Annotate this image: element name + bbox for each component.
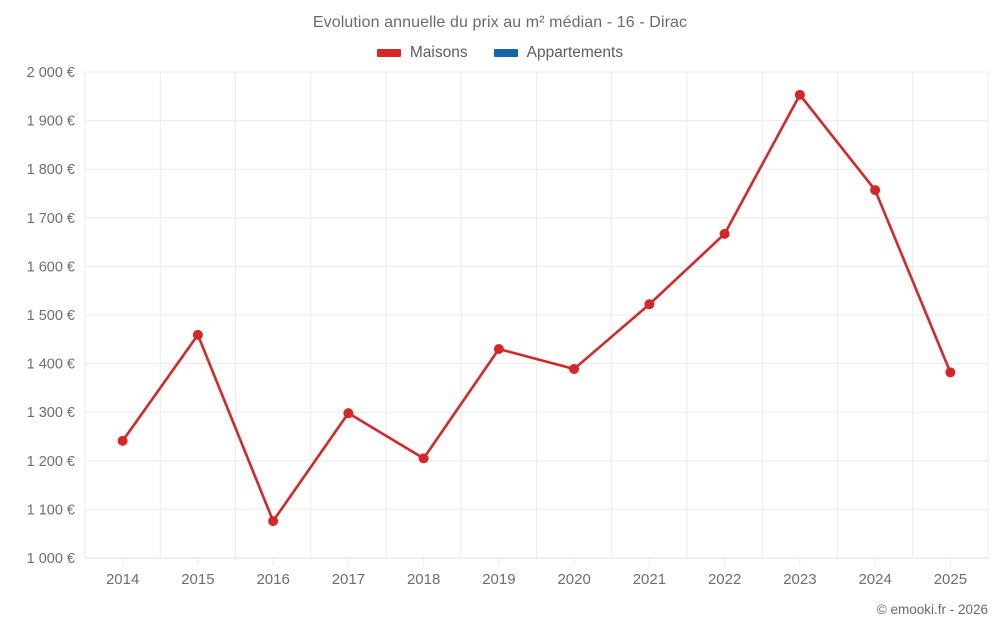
- y-axis-tick-label: 1 300 €: [27, 405, 75, 421]
- data-point[interactable]: [192, 329, 203, 340]
- data-point[interactable]: [644, 299, 655, 310]
- data-point[interactable]: [794, 89, 805, 100]
- data-point[interactable]: [268, 516, 279, 527]
- chart-legend: Maisons Appartements: [0, 44, 1000, 62]
- legend-label-appartements: Appartements: [526, 44, 624, 61]
- legend-label-maisons: Maisons: [409, 44, 468, 61]
- y-axis-tick-label: 1 000 €: [27, 551, 75, 567]
- data-point[interactable]: [870, 185, 881, 196]
- data-point[interactable]: [117, 435, 128, 446]
- x-axis-tick-label: 2022: [708, 571, 741, 588]
- y-axis-tick-label: 1 200 €: [27, 454, 75, 470]
- x-axis-tick-label: 2020: [557, 571, 590, 588]
- x-axis-tick-label: 2018: [407, 571, 440, 588]
- x-axis-tick-label: 2025: [934, 571, 967, 588]
- data-point[interactable]: [569, 363, 580, 374]
- x-axis-tick-label: 2019: [482, 571, 515, 588]
- legend-item-appartements[interactable]: Appartements: [493, 44, 624, 62]
- y-axis-tick-label: 1 100 €: [27, 502, 75, 518]
- series-line-maisons: [121, 93, 952, 523]
- legend-swatch-appartements: [493, 49, 518, 57]
- y-axis-tick-label: 1 600 €: [27, 259, 75, 275]
- x-axis-tick-label: 2024: [858, 571, 891, 588]
- data-point[interactable]: [343, 408, 354, 419]
- x-axis-tick-label: 2015: [181, 571, 214, 588]
- chart-title: Evolution annuelle du prix au m² médian …: [312, 14, 688, 31]
- data-point[interactable]: [945, 367, 956, 378]
- y-axis-tick-label: 1 800 €: [27, 162, 75, 178]
- y-axis-tick-label: 1 400 €: [27, 357, 75, 373]
- data-point[interactable]: [719, 228, 730, 239]
- x-axis-tick-label: 2014: [106, 571, 139, 588]
- copyright-credit: © emooki.fr - 2026: [876, 602, 988, 617]
- legend-swatch-maisons: [376, 49, 401, 57]
- x-axis-tick-label: 2023: [783, 571, 816, 588]
- x-axis-tick-label: 2017: [332, 571, 365, 588]
- data-point[interactable]: [493, 344, 504, 355]
- y-axis-tick-label: 1 900 €: [27, 114, 75, 130]
- y-axis-tick-label: 1 500 €: [27, 308, 75, 324]
- legend-item-maisons[interactable]: Maisons: [376, 44, 468, 62]
- y-axis-tick-label: 2 000 €: [27, 65, 75, 81]
- x-axis-tick-label: 2021: [633, 571, 666, 588]
- data-point[interactable]: [418, 453, 429, 464]
- x-axis-tick-label: 2016: [256, 571, 289, 588]
- y-axis-tick-label: 1 700 €: [27, 211, 75, 227]
